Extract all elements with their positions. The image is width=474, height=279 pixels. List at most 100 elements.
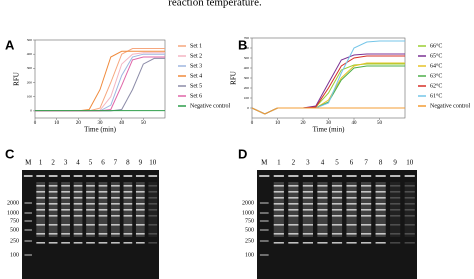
band (61, 224, 70, 226)
x-tick-label: 10 (275, 121, 281, 126)
band (375, 215, 386, 217)
band (302, 203, 313, 205)
band (288, 191, 299, 193)
ladder-label: 1000 (7, 210, 19, 216)
legend-label: Set 4 (190, 73, 202, 79)
x-tick-label: 0 (251, 121, 254, 126)
ladder-band (24, 202, 32, 204)
ladder-label: 100 (10, 252, 19, 258)
band (288, 197, 299, 199)
band (331, 209, 343, 211)
band (73, 233, 83, 235)
band (111, 191, 120, 193)
band (98, 215, 108, 217)
band (346, 185, 357, 187)
smear (404, 182, 415, 237)
band (98, 185, 108, 187)
band (404, 203, 415, 205)
band (375, 209, 386, 211)
band (86, 197, 95, 199)
y-tick-label: 100 (244, 96, 250, 100)
band (331, 242, 343, 244)
band (135, 185, 145, 187)
band (302, 191, 313, 193)
well (317, 175, 328, 177)
ladder-band (24, 229, 32, 231)
panel-label: C (5, 146, 15, 161)
band (111, 197, 120, 199)
lane-label: 9 (139, 159, 143, 167)
band (404, 224, 415, 226)
band (135, 233, 145, 235)
well (98, 175, 108, 177)
lane-label: 2 (51, 159, 55, 167)
x-tick-label: 20 (301, 121, 307, 126)
band (73, 224, 83, 226)
band (48, 215, 58, 217)
band (273, 209, 284, 211)
x-tick-label: 30 (98, 121, 104, 126)
band (288, 224, 299, 226)
band (61, 215, 70, 217)
band (331, 197, 343, 199)
band (148, 242, 158, 244)
legend-label: 66°C (430, 42, 442, 49)
band (73, 197, 83, 199)
lane-label: 5 (89, 159, 93, 167)
band (36, 224, 46, 226)
band (73, 191, 83, 193)
band (317, 233, 328, 235)
band (302, 185, 313, 187)
band (48, 209, 58, 211)
band (48, 197, 58, 199)
band (375, 233, 386, 235)
band (48, 191, 58, 193)
band (317, 242, 328, 244)
band (36, 197, 46, 199)
band (317, 197, 328, 199)
band (73, 215, 83, 217)
band (375, 197, 386, 199)
band (61, 191, 70, 193)
band (273, 224, 284, 226)
lane-label: 7 (114, 159, 118, 167)
band (123, 185, 133, 187)
band (135, 242, 145, 244)
band (317, 224, 328, 226)
ladder-label: 750 (10, 218, 19, 224)
band (404, 191, 415, 193)
x-tick-label: 30 (326, 121, 332, 126)
band (288, 215, 299, 217)
band (375, 203, 386, 205)
band (273, 191, 284, 193)
band (98, 233, 108, 235)
band (317, 185, 328, 187)
band (375, 185, 386, 187)
y-tick-label: 500 (27, 38, 33, 42)
band (273, 242, 284, 244)
band (390, 242, 401, 244)
y-tick-label: 500 (244, 56, 250, 60)
band (98, 191, 108, 193)
band (148, 224, 158, 226)
band (273, 185, 284, 187)
band (48, 203, 58, 205)
y-axis-label: RFU (13, 72, 21, 86)
smear (148, 182, 158, 237)
ladder-band (259, 220, 269, 222)
band (273, 203, 284, 205)
y-tick-label: 300 (27, 66, 33, 70)
band (123, 209, 133, 211)
band (273, 197, 284, 199)
band (111, 242, 120, 244)
band (331, 233, 343, 235)
band (123, 224, 133, 226)
band (86, 203, 95, 205)
band (390, 185, 401, 187)
y-tick-label: 700 (244, 36, 250, 40)
legend-label: Negative control (190, 103, 230, 109)
band (36, 191, 46, 193)
lane-label: 9 (393, 159, 397, 167)
band (317, 203, 328, 205)
plot-area (251, 37, 406, 119)
